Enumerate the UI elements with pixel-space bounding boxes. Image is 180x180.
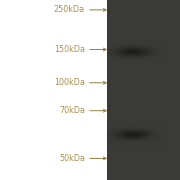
Text: 50kDa: 50kDa xyxy=(59,154,85,163)
Text: 100kDa: 100kDa xyxy=(54,78,85,87)
Text: 70kDa: 70kDa xyxy=(59,106,85,115)
Text: 250kDa: 250kDa xyxy=(54,5,85,14)
Text: 150kDa: 150kDa xyxy=(54,45,85,54)
